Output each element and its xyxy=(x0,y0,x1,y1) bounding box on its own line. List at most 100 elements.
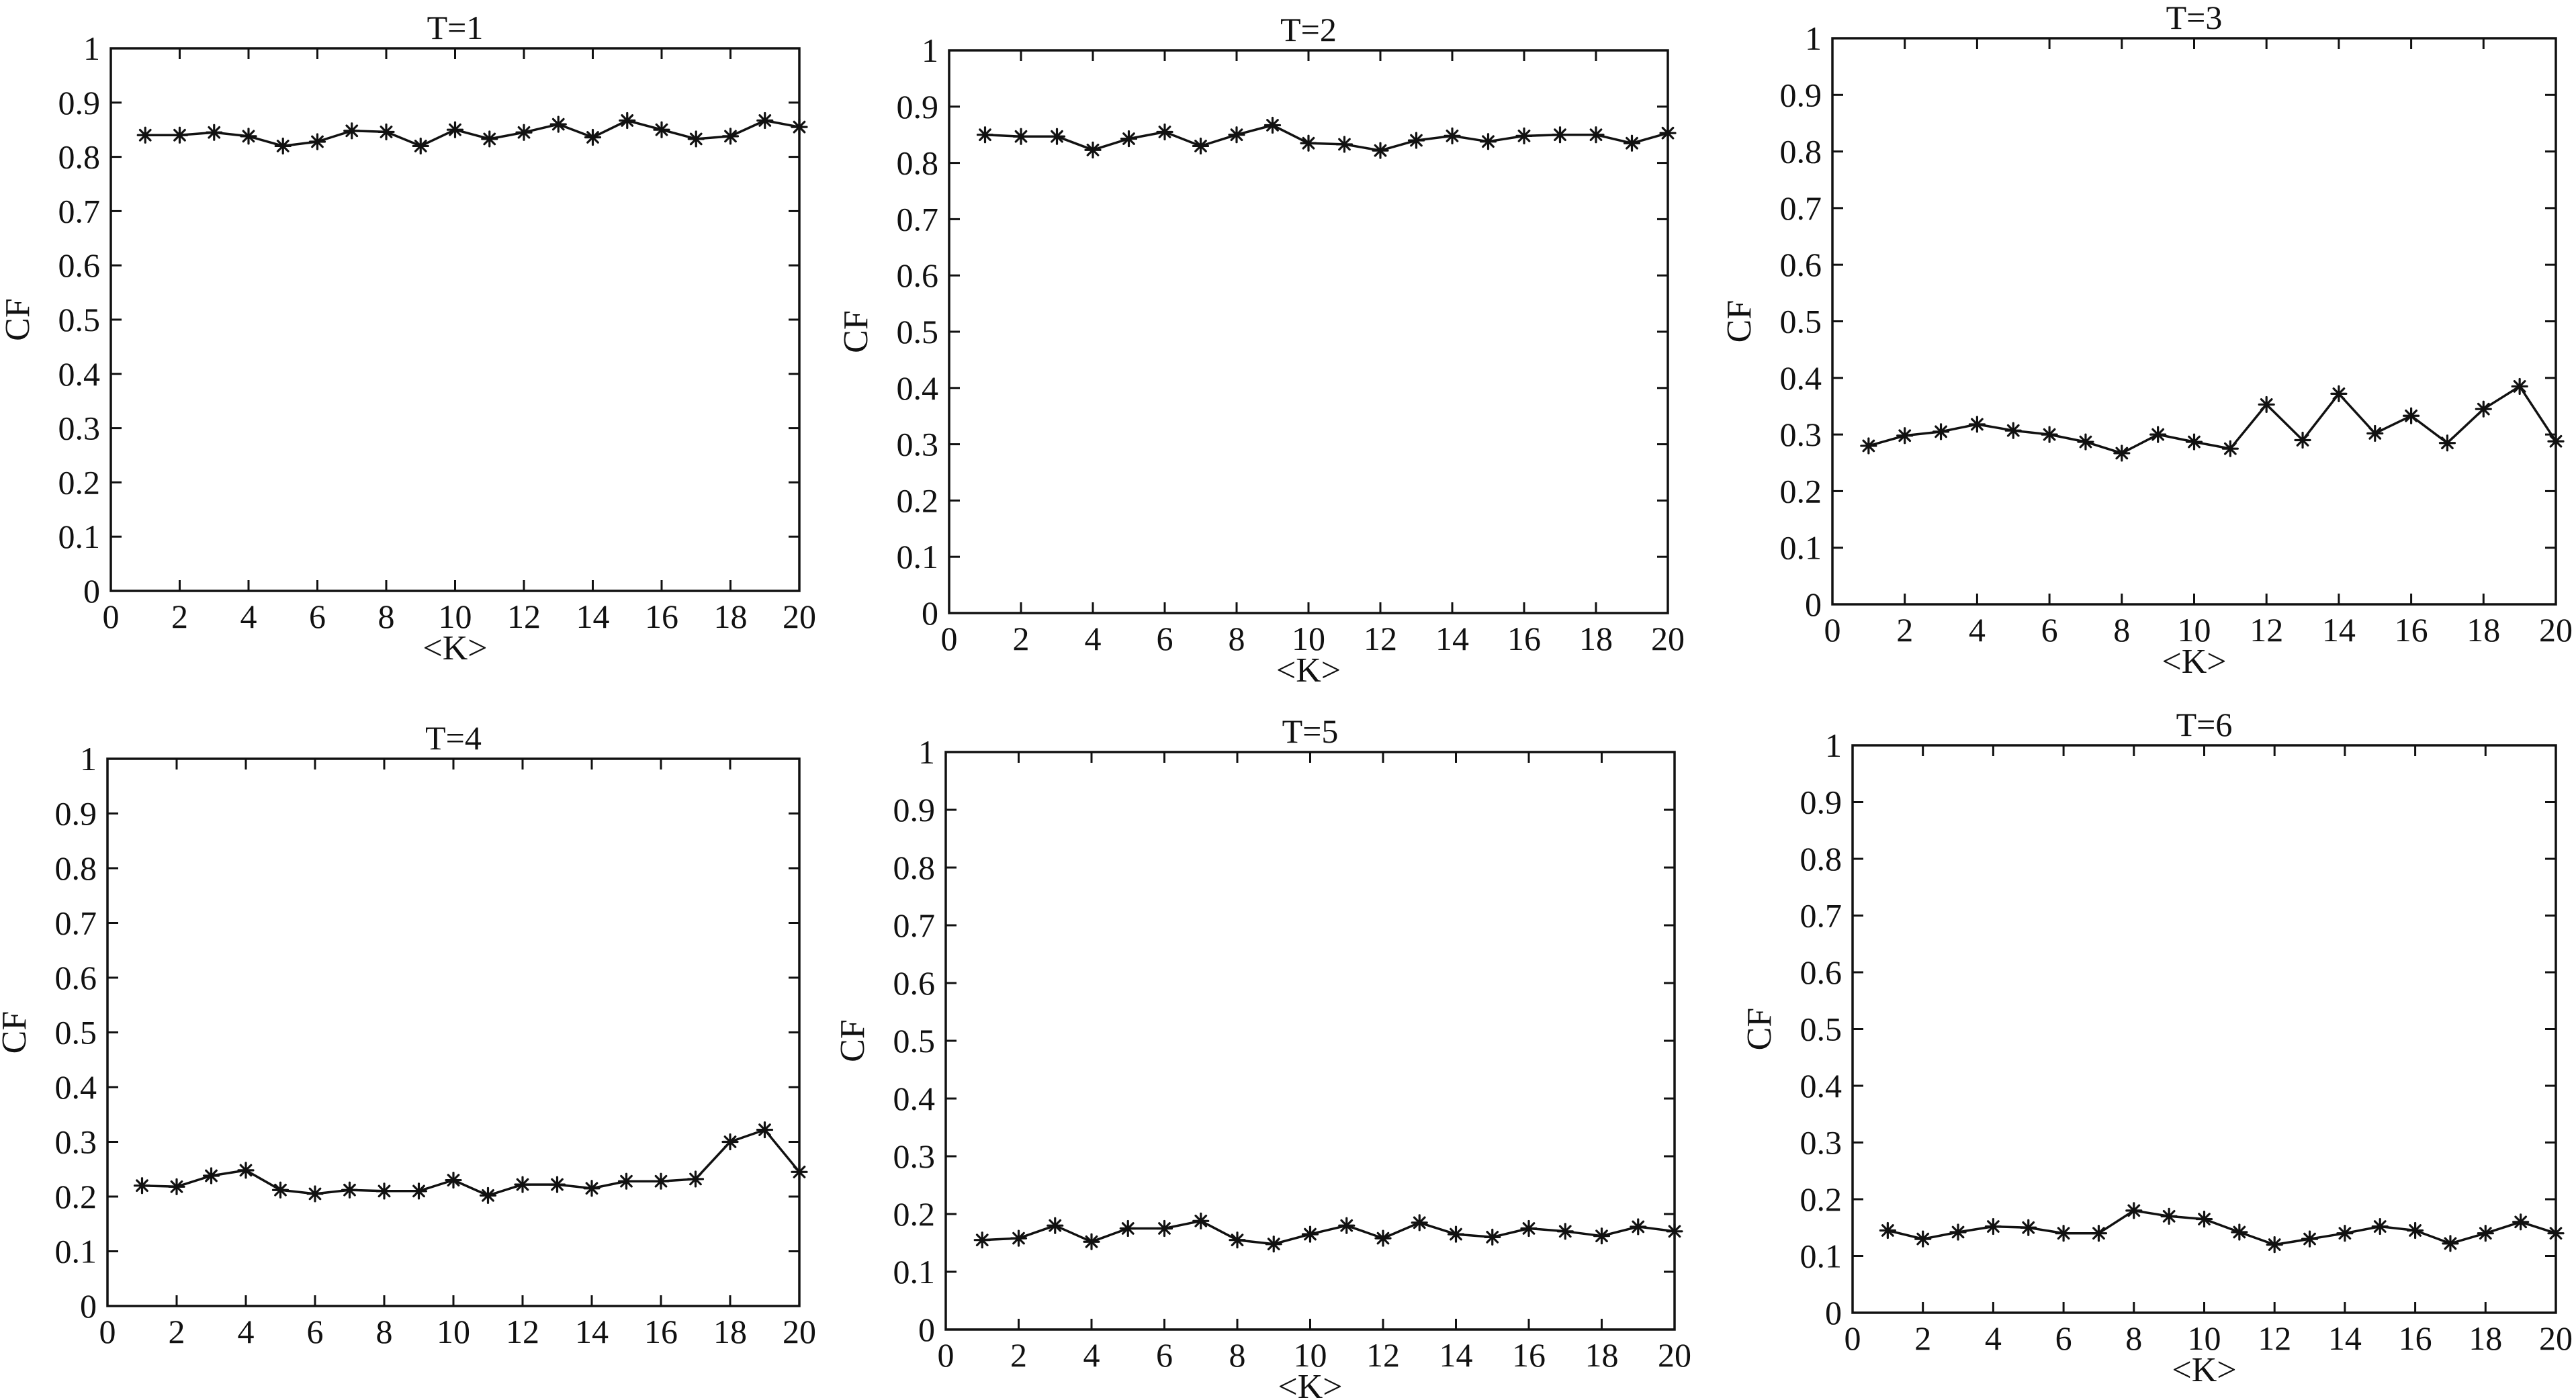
y-tick-label: 0.5 xyxy=(1800,1011,1842,1048)
y-axis-label: CF xyxy=(0,298,37,341)
x-tick-label: 20 xyxy=(1658,1336,1691,1374)
y-tick-label: 0.4 xyxy=(897,369,939,407)
data-point xyxy=(2477,1225,2494,1242)
chart-title: T=2 xyxy=(1280,11,1337,48)
data-point xyxy=(2407,1221,2424,1240)
data-point xyxy=(584,128,602,146)
x-tick-label: 12 xyxy=(2250,611,2283,649)
x-tick-label: 4 xyxy=(1083,1336,1100,1374)
y-tick-label: 0.4 xyxy=(893,1080,936,1117)
data-point xyxy=(206,124,223,141)
y-tick-label: 0.5 xyxy=(897,313,939,351)
data-point xyxy=(1192,137,1210,155)
y-tick-label: 0.9 xyxy=(55,795,97,833)
data-point xyxy=(2266,1236,2283,1254)
y-tick-label: 0.3 xyxy=(58,410,101,447)
y-axis-label: CF xyxy=(837,310,875,353)
data-point xyxy=(976,126,994,144)
y-tick-label: 0.5 xyxy=(58,301,101,338)
y-tick-label: 0.3 xyxy=(897,426,939,463)
y-tick-label: 0.8 xyxy=(1800,840,1842,878)
chart-title: T=5 xyxy=(1282,712,1339,750)
y-tick-label: 0 xyxy=(83,572,100,610)
y-tick-label: 0.9 xyxy=(1780,76,1822,113)
x-tick-label: 18 xyxy=(2469,1319,2502,1357)
x-tick-label: 20 xyxy=(2539,1319,2573,1357)
y-tick-label: 0.2 xyxy=(1780,472,1822,510)
data-point xyxy=(2438,434,2456,452)
axes-frame xyxy=(944,751,1676,1331)
y-tick-label: 0.6 xyxy=(1800,953,1842,991)
data-point xyxy=(1335,136,1353,153)
x-axis-label: <K> xyxy=(1276,651,1341,690)
x-tick-label: 16 xyxy=(645,598,678,635)
data-point xyxy=(202,1167,220,1184)
data-point xyxy=(548,1176,566,1193)
data-point xyxy=(479,1186,497,1204)
x-tick-label: 4 xyxy=(1085,620,1102,657)
data-point xyxy=(973,1231,991,1249)
y-tick-label: 0.2 xyxy=(55,1178,97,1215)
y-tick-label: 0.5 xyxy=(1780,303,1822,340)
data-point xyxy=(2403,407,2420,424)
y-tick-label: 0.8 xyxy=(55,849,97,887)
data-point xyxy=(2547,432,2565,450)
data-point xyxy=(306,1185,324,1203)
x-tick-label: 10 xyxy=(2178,611,2211,649)
y-tick-label: 0.4 xyxy=(1780,359,1822,397)
data-point xyxy=(2294,431,2311,449)
data-point xyxy=(445,1171,462,1189)
data-point xyxy=(2041,426,2058,443)
y-tick-label: 0.7 xyxy=(893,906,936,944)
x-tick-label: 2 xyxy=(171,598,188,635)
y-tick-label: 1 xyxy=(922,32,938,69)
data-point xyxy=(756,1121,774,1139)
data-point xyxy=(2113,445,2131,462)
data-point xyxy=(1593,1227,1611,1245)
y-tick-label: 0 xyxy=(1805,586,1822,623)
data-point xyxy=(1556,1223,1574,1240)
y-tick-label: 0.9 xyxy=(893,791,936,829)
data-point xyxy=(2511,377,2528,395)
data-point xyxy=(2366,424,2384,442)
x-tick-label: 14 xyxy=(2322,611,2356,649)
data-point xyxy=(549,115,567,133)
panel-t4: T=400.10.20.30.40.50.60.70.80.910 2 4 6 8 10 1… xyxy=(0,719,816,1350)
data-point xyxy=(2258,395,2275,414)
data-point xyxy=(791,1163,808,1180)
x-tick-label: 14 xyxy=(2328,1319,2362,1357)
y-tick-label: 0.1 xyxy=(1800,1238,1842,1275)
data-point xyxy=(1860,437,1877,455)
x-tick-label: 16 xyxy=(1512,1336,1546,1374)
x-tick-label: 20 xyxy=(783,1313,816,1350)
y-tick-label: 0.5 xyxy=(55,1014,97,1052)
x-tick-label: 0 xyxy=(941,620,958,657)
data-point xyxy=(2090,1225,2108,1242)
x-tick-label: 16 xyxy=(1507,620,1541,657)
y-tick-label: 0.3 xyxy=(1800,1124,1842,1162)
data-point xyxy=(2475,400,2492,418)
data-point xyxy=(1156,123,1173,141)
x-tick-label: 10 xyxy=(437,1313,470,1350)
y-tick-label: 0.7 xyxy=(58,192,101,230)
y-tick-label: 0.7 xyxy=(1780,189,1822,227)
x-tick-label: 6 xyxy=(1156,1336,1173,1374)
data-point xyxy=(1120,130,1138,148)
x-tick-label: 20 xyxy=(783,598,816,635)
data-point xyxy=(1949,1223,1967,1241)
data-point xyxy=(1896,427,1914,445)
data-point xyxy=(343,122,361,140)
y-tick-label: 1 xyxy=(1805,19,1822,57)
y-tick-label: 0.2 xyxy=(893,1195,936,1233)
y-tick-label: 0.6 xyxy=(1780,246,1822,283)
data-point xyxy=(1411,1214,1428,1231)
data-point xyxy=(237,1162,255,1179)
data-point xyxy=(1338,1217,1356,1234)
data-point xyxy=(375,1182,393,1200)
data-point xyxy=(1447,1225,1465,1243)
x-tick-label: 12 xyxy=(507,598,541,635)
x-tick-label: 12 xyxy=(1364,620,1397,657)
data-point xyxy=(171,126,189,144)
x-tick-label: 0 xyxy=(99,1313,116,1350)
data-point xyxy=(1228,126,1245,144)
